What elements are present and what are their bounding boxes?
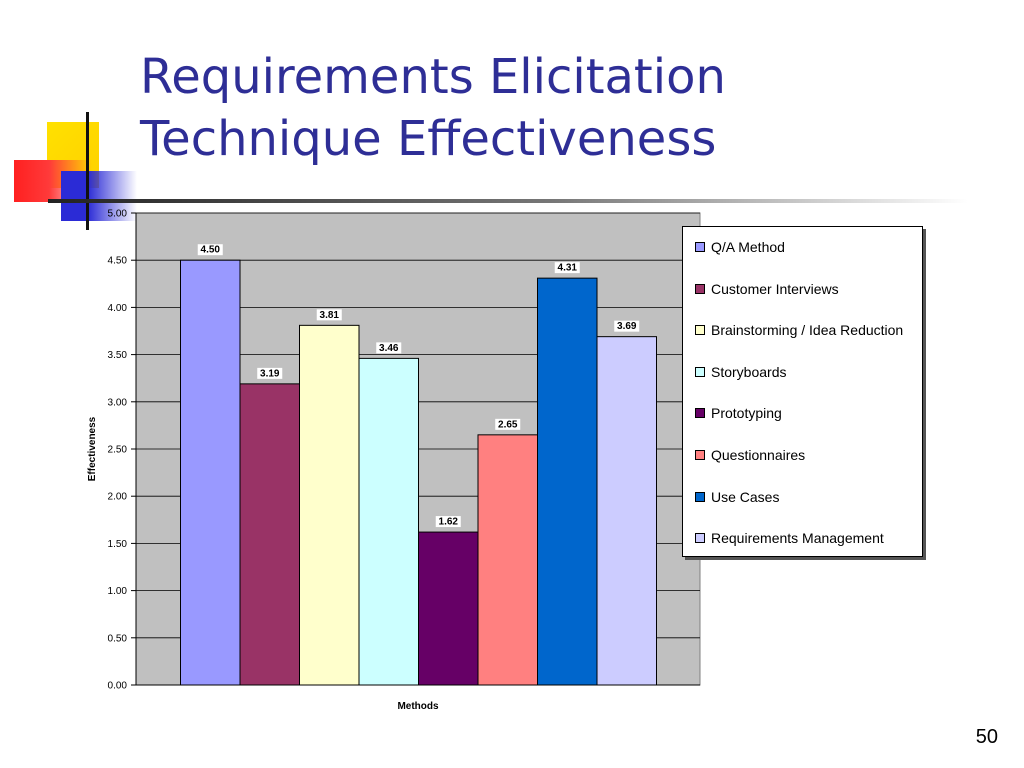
- y-tick-label: 3.50: [108, 350, 128, 361]
- legend-item: Use Cases: [695, 488, 779, 506]
- bar-5: [418, 531, 479, 686]
- chart-legend: Q/A Method Customer Interviews Brainstormi…: [682, 226, 923, 557]
- data-label-bg: [614, 320, 640, 332]
- legend-label: Requirements Management: [711, 530, 884, 547]
- legend-swatch: [695, 366, 705, 377]
- data-label: 4.50: [201, 245, 221, 256]
- legend-item: Q/A Method: [695, 238, 785, 256]
- legend-swatch: [695, 283, 705, 294]
- decor-vertical-line: [86, 112, 89, 230]
- decor-blue-square: [61, 171, 137, 221]
- bar-4: [358, 357, 419, 686]
- legend-label: Q/A Method: [711, 239, 785, 255]
- y-axis-title: Effectiveness: [87, 416, 98, 481]
- bar-7: [537, 277, 598, 686]
- y-tick-label: 4.50: [108, 256, 128, 267]
- bar-1: [180, 259, 241, 686]
- legend-swatch: [695, 242, 705, 252]
- legend-item: Customer Interviews: [695, 280, 839, 298]
- y-tick-label: 4.00: [108, 303, 128, 314]
- legend-item: Requirements Management: [695, 529, 884, 547]
- data-label-bg: [554, 262, 580, 274]
- slide-title-line-1: Requirements Elicitation: [140, 49, 726, 105]
- data-label-bg: [495, 418, 521, 430]
- bar-2: [239, 383, 300, 686]
- data-label-bg: [376, 342, 402, 354]
- legend-item: Brainstorming / Idea Reduction: [695, 321, 903, 339]
- data-label: 2.65: [498, 419, 518, 430]
- bar-6: [477, 434, 538, 686]
- y-tick-label: 1.50: [108, 539, 128, 550]
- data-label-bg: [435, 516, 461, 528]
- bar-3: [299, 324, 360, 686]
- legend-label: Brainstorming / Idea Reduction: [711, 322, 904, 339]
- legend-item: Prototyping: [695, 404, 782, 422]
- title-divider-line: [48, 199, 968, 203]
- data-label: 3.81: [320, 310, 340, 321]
- legend-swatch: [695, 533, 705, 544]
- data-label-bg: [316, 309, 342, 321]
- y-tick-label: 0.50: [108, 633, 128, 644]
- y-tick-label: 2.50: [108, 445, 128, 456]
- y-tick-label: 2.00: [108, 492, 128, 503]
- y-tick-label: 3.00: [108, 397, 128, 408]
- x-axis-title: Methods: [397, 701, 439, 712]
- y-tick-label: 0.00: [108, 681, 128, 692]
- legend-swatch: [695, 325, 705, 336]
- legend-swatch: [695, 491, 705, 502]
- y-tick-label: 5.00: [108, 209, 128, 220]
- data-label: 3.19: [260, 368, 280, 379]
- slide-title-line-2: Technique Effectiveness: [140, 111, 717, 167]
- data-label-bg: [197, 244, 223, 256]
- data-label: 3.46: [379, 343, 399, 354]
- legend-swatch: [695, 450, 705, 460]
- y-tick-label: 1.00: [108, 586, 128, 597]
- slide-title: Requirements Elicitation Technique Effec…: [140, 46, 980, 170]
- data-label: 4.31: [558, 263, 578, 274]
- legend-label: Use Cases: [711, 488, 780, 505]
- legend-label: Prototyping: [711, 405, 782, 422]
- legend-label: Storyboards: [711, 363, 787, 380]
- legend-label: Questionnaires: [711, 447, 806, 463]
- legend-swatch: [695, 408, 705, 419]
- data-label: 3.69: [617, 321, 637, 332]
- data-label: 1.62: [439, 517, 459, 528]
- legend-item: Storyboards: [695, 363, 786, 381]
- legend-item: Questionnaires: [695, 446, 805, 464]
- data-label-bg: [257, 367, 283, 379]
- legend-label: Customer Interviews: [711, 280, 839, 297]
- bar-8: [596, 336, 657, 686]
- page-number: 50: [975, 726, 998, 748]
